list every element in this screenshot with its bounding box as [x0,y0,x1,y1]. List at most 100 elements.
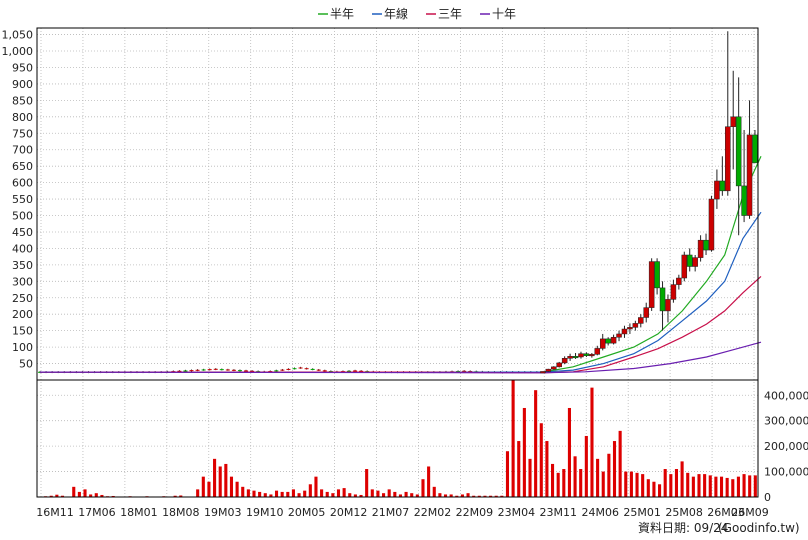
price-tick-label: 350 [12,259,33,272]
x-tick-label: 19M10 [246,506,284,519]
volume-bar [331,493,335,497]
candle-body [725,126,731,192]
price-tick-label: 950 [12,61,33,74]
volume-bar [111,495,115,497]
volume-bar [550,463,555,497]
volume-tick-label: 400,000 [764,389,808,402]
x-tick-label: 26M09 [731,506,769,519]
volume-bar [748,475,752,497]
candle-body [714,180,720,200]
candle-body [719,180,726,192]
candle-body [545,368,552,372]
candle-body [572,356,579,359]
flat-candle-body [353,370,358,372]
volume-bar [325,491,329,497]
volume-bar [596,458,600,497]
x-tick-label: 25M01 [623,506,661,519]
volume-bar [590,387,594,497]
volume-bar [421,479,425,497]
volume-bar [652,481,656,497]
flat-candle-body [359,370,364,372]
candle-body [681,254,688,279]
flat-candle-body [201,369,206,371]
volume-panel-grid [37,394,758,498]
volume-bar [567,407,571,497]
volume-bar [258,491,262,497]
volume-bar [477,495,481,497]
volume-bar [353,494,357,497]
candle-body [583,353,590,356]
x-tick-label: 20M05 [288,506,326,519]
price-tick-label: 800 [12,111,33,124]
volume-bar [562,469,566,497]
candle-body [697,239,704,258]
volume-bar [528,458,532,497]
flat-candle-body [231,369,236,371]
volume-bar [680,461,684,497]
volume-bar [584,435,588,497]
volume-bar [731,479,735,497]
volume-bar [173,495,177,497]
volume-bar [252,490,256,497]
candle-body [692,257,698,267]
candle-body [632,323,639,328]
price-tick-label: 650 [12,160,33,173]
chart-legend: 半年 年線 三年 十年 [318,6,516,21]
candle-body [578,353,584,358]
price-tick-label: 850 [12,94,33,107]
volume-bar [83,489,87,497]
flat-candle-body [316,369,321,371]
volume-bar [370,489,374,497]
volume-bar [505,451,510,497]
volume-tick-label: 200,000 [764,440,808,453]
volume-bar [579,469,583,497]
flat-candle-body [237,370,242,372]
candlesticks [540,31,758,374]
volume-bar [736,476,740,497]
volume-bar [601,471,605,497]
flat-candle-body [292,368,297,370]
price-frame [36,27,759,381]
price-tick-label: 1,000 [2,45,34,58]
price-tick-label: 750 [12,127,33,140]
volume-bar [438,493,442,497]
volume-bar [539,423,543,497]
volume-bar [235,481,239,497]
price-tick-label: 450 [12,226,33,239]
volume-bar [494,495,498,497]
volume-bar [455,495,459,497]
candle-body [703,239,709,251]
flat-candle-body [298,367,303,369]
candle-body [561,358,568,364]
price-tick-label: 500 [12,210,33,223]
volume-bar [556,472,560,497]
volume-bars [38,380,757,497]
volume-tick-label: 100,000 [764,466,808,479]
volume-bar [393,491,397,497]
flat-candle-body [207,369,212,371]
volume-bar [320,489,324,497]
volume-bar [415,494,419,497]
source-label: (Goodinfo.tw) [718,521,800,535]
volume-bar [263,493,267,497]
x-tick-label: 16M11 [36,506,74,519]
volume-bar [359,494,363,497]
candle-body [616,333,622,338]
volume-bar [635,472,639,497]
volume-bar [443,494,448,497]
panel-frames [36,27,759,498]
volume-bar [500,495,504,497]
price-tick-label: 1,050 [2,29,34,42]
flat-candle-body [310,368,315,370]
volume-bar [213,458,217,497]
flat-candle-body [213,368,218,370]
volume-bar [179,495,183,497]
volume-bar [365,469,369,497]
volume-bar [246,489,250,497]
volume-bar [753,475,757,497]
price-panel-grid [37,28,758,497]
volume-bar [472,495,476,497]
ma-line-3 [39,341,762,374]
volume-bar [703,474,707,497]
volume-bar [207,481,211,497]
